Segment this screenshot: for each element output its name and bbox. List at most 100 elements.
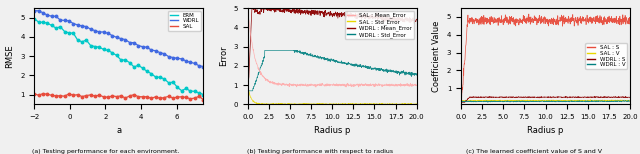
WDRL : Std_Error: (1.25, 1.61): Std_Error: (1.25, 1.61) xyxy=(254,72,262,74)
SAL : Std_Error: (15.2, 0.00914): Std_Error: (15.2, 0.00914) xyxy=(372,103,380,105)
ERM xyxy=(74,39,81,41)
Legend: ERM, WDRL, SAL: ERM, WDRL, SAL xyxy=(168,11,200,31)
SAL xyxy=(130,94,138,95)
ERM xyxy=(139,67,147,69)
ERM xyxy=(143,70,151,72)
WDRL xyxy=(186,61,194,63)
SAL : S: (12.2, 4.6): S: (12.2, 4.6) xyxy=(560,23,568,25)
WDRL : S: (17.2, 0.474): S: (17.2, 0.474) xyxy=(603,97,611,99)
WDRL xyxy=(134,45,142,47)
SAL xyxy=(83,95,90,96)
SAL xyxy=(182,97,190,98)
Y-axis label: RMSE: RMSE xyxy=(6,44,15,68)
WDRL : V: (17.3, 0.248): V: (17.3, 0.248) xyxy=(603,101,611,103)
SAL : Mean_Error: (12.2, 1.07): Mean_Error: (12.2, 1.07) xyxy=(347,83,355,85)
WDRL : Mean_Error: (17.2, 4.57): Mean_Error: (17.2, 4.57) xyxy=(390,15,397,17)
SAL : Mean_Error: (0.02, 4.84): Mean_Error: (0.02, 4.84) xyxy=(244,10,252,12)
WDRL : V: (15.2, 0.277): V: (15.2, 0.277) xyxy=(586,100,593,102)
SAL xyxy=(52,95,60,97)
WDRL : V: (0.02, 0.236): V: (0.02, 0.236) xyxy=(458,101,465,103)
SAL : S: (8.02, 5.17): S: (8.02, 5.17) xyxy=(525,13,532,15)
ERM xyxy=(87,45,95,47)
SAL xyxy=(165,95,173,97)
SAL : Mean_Error: (15.2, 1.04): Mean_Error: (15.2, 1.04) xyxy=(372,83,380,85)
X-axis label: a: a xyxy=(116,126,122,135)
ERM xyxy=(44,22,51,24)
WDRL xyxy=(109,35,116,36)
ERM xyxy=(169,81,177,83)
WDRL xyxy=(100,31,108,33)
WDRL xyxy=(191,62,198,64)
Line: SAL : V: SAL : V xyxy=(461,100,630,102)
SAL : S: (20, 4.78): S: (20, 4.78) xyxy=(626,20,634,22)
WDRL : Std_Error: (2.02, 2.8): Std_Error: (2.02, 2.8) xyxy=(261,49,269,51)
ERM xyxy=(78,41,86,43)
WDRL xyxy=(156,52,164,54)
WDRL : S: (15.2, 0.499): S: (15.2, 0.499) xyxy=(586,96,593,98)
Line: WDRL : V: WDRL : V xyxy=(461,101,630,102)
SAL xyxy=(178,96,186,98)
WDRL xyxy=(52,15,60,17)
WDRL xyxy=(147,49,155,51)
SAL xyxy=(117,95,125,97)
WDRL xyxy=(113,36,120,38)
SAL xyxy=(156,97,164,99)
WDRL : V: (3.2, 0.218): V: (3.2, 0.218) xyxy=(484,101,492,103)
SAL : Mean_Error: (20, 0.977): Mean_Error: (20, 0.977) xyxy=(413,85,420,86)
Line: WDRL: WDRL xyxy=(33,9,205,68)
WDRL xyxy=(169,57,177,59)
Legend: SAL : Mean_Error, SAL : Std_Error, WDRL : Mean_Error, WDRL : Std_Error: SAL : Mean_Error, SAL : Std_Error, WDRL … xyxy=(345,11,414,39)
WDRL : Mean_Error: (1.55, 5.1): Mean_Error: (1.55, 5.1) xyxy=(257,5,264,7)
SAL : S: (17.3, 4.88): S: (17.3, 4.88) xyxy=(603,18,611,20)
SAL xyxy=(100,96,108,98)
SAL xyxy=(35,94,42,96)
WDRL : V: (12.8, 0.277): V: (12.8, 0.277) xyxy=(565,100,573,102)
WDRL xyxy=(139,46,147,48)
ERM xyxy=(95,46,103,48)
SAL : V: (11.6, 0.32): V: (11.6, 0.32) xyxy=(556,99,563,101)
WDRL xyxy=(31,10,38,12)
SAL : V: (1.25, 0.289): V: (1.25, 0.289) xyxy=(468,100,476,102)
ERM xyxy=(104,49,112,51)
Line: WDRL : Mean_Error: WDRL : Mean_Error xyxy=(248,6,417,101)
SAL : Std_Error: (1.25, 0.0546): Std_Error: (1.25, 0.0546) xyxy=(254,102,262,104)
WDRL xyxy=(182,60,190,62)
Line: WDRL : Std_Error: WDRL : Std_Error xyxy=(248,50,417,91)
WDRL xyxy=(130,42,138,44)
WDRL xyxy=(165,56,173,58)
WDRL xyxy=(161,53,168,55)
WDRL xyxy=(117,38,125,40)
WDRL xyxy=(65,20,73,22)
ERM xyxy=(70,32,77,34)
ERM xyxy=(83,39,90,41)
Legend: SAL : S, SAL : V, WDRL : S, WDRL : V: SAL : S, SAL : V, WDRL : S, WDRL : V xyxy=(586,43,627,69)
WDRL xyxy=(173,57,181,59)
Y-axis label: Coefficient Value: Coefficient Value xyxy=(432,20,441,92)
Line: SAL : Std_Error: SAL : Std_Error xyxy=(248,86,417,104)
SAL : V: (17.3, 0.288): V: (17.3, 0.288) xyxy=(603,100,611,102)
SAL : V: (20, 0.314): V: (20, 0.314) xyxy=(626,100,634,101)
SAL : S: (12.8, 4.76): S: (12.8, 4.76) xyxy=(565,20,573,22)
ERM xyxy=(61,31,68,32)
Line: ERM: ERM xyxy=(33,18,205,96)
WDRL : Mean_Error: (20, 4.42): Mean_Error: (20, 4.42) xyxy=(413,18,420,20)
SAL : Mean_Error: (0.045, 4.86): Mean_Error: (0.045, 4.86) xyxy=(244,10,252,12)
SAL : V: (15.2, 0.289): V: (15.2, 0.289) xyxy=(586,100,593,102)
Text: (a) Testing performance for each environment.: (a) Testing performance for each environ… xyxy=(32,149,179,154)
WDRL xyxy=(87,28,95,30)
WDRL xyxy=(95,31,103,33)
ERM xyxy=(109,52,116,54)
Line: SAL : Mean_Error: SAL : Mean_Error xyxy=(248,11,417,87)
SAL : S: (11.7, 4.8): S: (11.7, 4.8) xyxy=(556,20,563,22)
SAL : Mean_Error: (11.7, 0.996): Mean_Error: (11.7, 0.996) xyxy=(342,84,350,86)
WDRL xyxy=(48,15,56,17)
SAL : Std_Error: (12.1, 0.00267): Std_Error: (12.1, 0.00267) xyxy=(346,103,354,105)
SAL : V: (12.8, 0.28): V: (12.8, 0.28) xyxy=(565,100,573,102)
SAL : S: (1.27, 4.76): S: (1.27, 4.76) xyxy=(468,20,476,22)
ERM xyxy=(126,62,134,64)
WDRL : Std_Error: (12.2, 2.09): Std_Error: (12.2, 2.09) xyxy=(347,63,355,65)
WDRL xyxy=(143,46,151,48)
ERM xyxy=(191,90,198,92)
SAL : Mean_Error: (12.8, 1): Mean_Error: (12.8, 1) xyxy=(352,84,360,86)
SAL xyxy=(91,95,99,97)
